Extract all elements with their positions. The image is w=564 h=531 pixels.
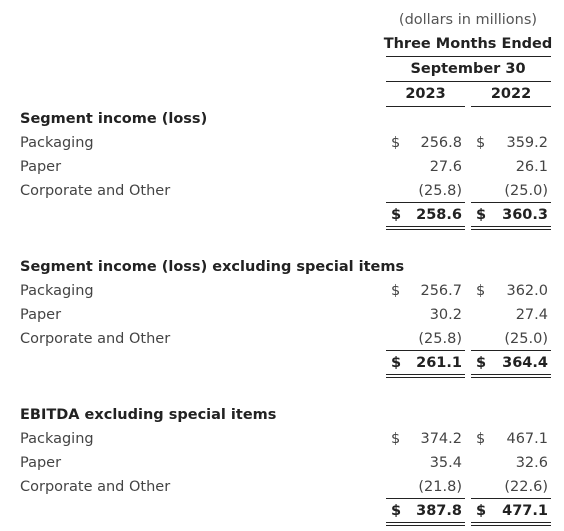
rule [471,202,551,203]
rule [471,229,551,230]
total-currency: $ [476,503,487,519]
rule [471,498,551,499]
currency: $ [476,283,486,299]
cell-value: (21.8) [418,479,462,495]
row-label: Paper [20,455,62,471]
row-label: Corporate and Other [20,331,171,347]
cell-value: 256.7 [420,283,462,299]
row-label: Paper [20,307,62,323]
rule [386,377,465,378]
total-value: 360.3 [502,207,548,223]
year: 2022 [490,86,532,102]
cell-value: 30.2 [429,307,462,323]
rule [386,202,465,203]
total-currency: $ [476,207,487,223]
rule [386,522,465,523]
rule [471,226,551,227]
total-currency: $ [476,355,487,371]
period: Three Months Ended [383,36,553,52]
rule [471,525,551,526]
cell-value: 467.1 [506,431,548,447]
total-value: 364.4 [502,355,548,371]
cell-value: 35.4 [429,455,462,471]
total-value: 387.8 [416,503,462,519]
cell-value: 256.8 [420,135,462,151]
cell-value: (25.8) [418,183,462,199]
cell-value: 362.0 [506,283,548,299]
cell-value: 26.1 [515,159,548,175]
total-currency: $ [391,503,402,519]
row-label: Packaging [20,283,94,299]
cell-value: (25.0) [504,183,548,199]
cell-value: 374.2 [420,431,462,447]
row-label: Paper [20,159,62,175]
rule [386,374,465,375]
row-label: Packaging [20,431,94,447]
cell-value: (25.0) [504,331,548,347]
period-date: September 30 [410,61,526,77]
cell-value: (25.8) [418,331,462,347]
section-title: EBITDA excluding special items [20,407,277,423]
units-note: (dollars in millions) [398,12,538,28]
currency: $ [476,431,486,447]
cell-value: 359.2 [506,135,548,151]
row-label: Packaging [20,135,94,151]
rule [386,81,551,82]
row-label: Corporate and Other [20,183,171,199]
currency: $ [476,135,486,151]
rule [471,350,551,351]
total-value: 261.1 [416,355,462,371]
currency: $ [391,431,401,447]
total-currency: $ [391,207,402,223]
rule [386,525,465,526]
rule [386,226,465,227]
cell-value: (22.6) [504,479,548,495]
rule [471,522,551,523]
section-title: Segment income (loss) excluding special … [20,259,405,275]
section-title: Segment income (loss) [20,111,208,127]
rule [386,350,465,351]
total-value: 477.1 [502,503,548,519]
currency: $ [391,135,401,151]
cell-value: 32.6 [515,455,548,471]
rule [386,106,465,107]
currency: $ [391,283,401,299]
total-currency: $ [391,355,402,371]
rule [471,377,551,378]
row-label: Corporate and Other [20,479,171,495]
rule [386,56,551,57]
rule [471,374,551,375]
cell-value: 27.4 [515,307,548,323]
rule [386,498,465,499]
total-value: 258.6 [416,207,462,223]
rule [386,229,465,230]
rule [471,106,551,107]
year: 2023 [405,86,446,102]
cell-value: 27.6 [429,159,462,175]
